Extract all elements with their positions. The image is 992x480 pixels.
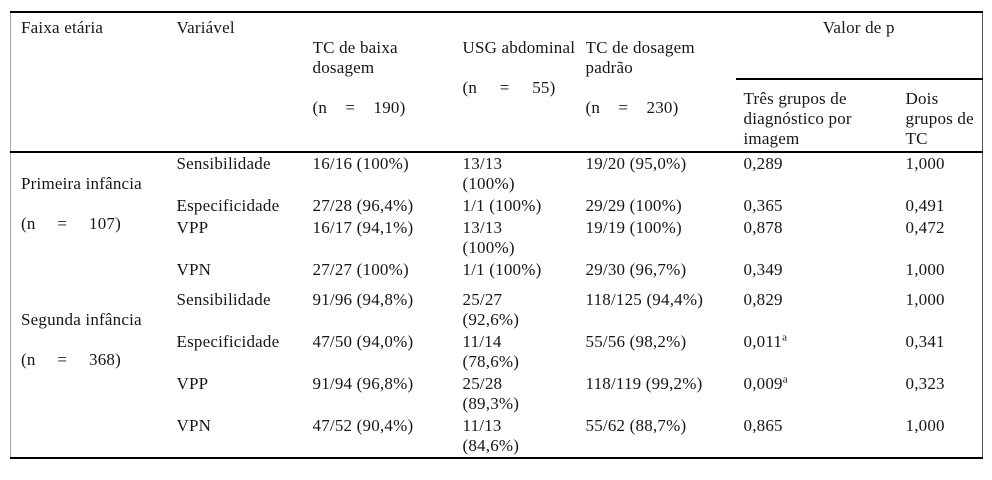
- cell-p-tres-grupos: 0,829: [736, 281, 898, 331]
- col-header-usg-title: USG abdominal: [462, 38, 576, 57]
- cell-p-tres-grupos: 0,289: [736, 152, 898, 195]
- col-header-usg-abdominal: USG abdominal (n = 55): [462, 12, 586, 153]
- cell-p-dois-grupos: 1,000: [905, 416, 945, 435]
- table-header: Faixa etária Variável TC de baixa dosage…: [10, 12, 983, 153]
- table-row: VPN 47/52 (90,4%) 11/13 (84,6%) 55/62 (8…: [11, 415, 983, 458]
- cell-variavel: VPP: [176, 374, 209, 393]
- cell-tc-padrao: 55/56 (98,2%): [585, 332, 687, 351]
- cell-tc-padrao: 118/119 (99,2%): [585, 374, 703, 393]
- cell-p-tres-grupos: 0,009a: [736, 373, 898, 415]
- cell-p-tres-grupos: 0,349: [736, 259, 898, 281]
- col-header-tc-padrao-n: (n = 230): [585, 98, 679, 117]
- diagnostic-accuracy-table: Faixa etária Variável TC de baixa dosage…: [10, 11, 983, 459]
- row-group-label-segunda-infancia: Segunda infância (n = 368): [11, 281, 177, 458]
- col-header-variavel: Variável: [176, 12, 313, 153]
- cell-variavel: Especificidade: [176, 332, 280, 351]
- cell-usg: 25/27 (92,6%): [462, 290, 520, 329]
- cell-variavel: VPN: [176, 260, 212, 279]
- col-header-tc-padrao-title: TC de dosagem padrão: [585, 38, 695, 77]
- group-label-n: (n = 368): [21, 350, 121, 369]
- col-header-usg-n: (n = 55): [462, 78, 556, 97]
- cell-p-tres-grupos: 0,011a: [736, 331, 898, 373]
- group-label-title: Segunda infância: [21, 310, 142, 329]
- cell-usg: 11/13 (84,6%): [462, 416, 520, 455]
- p-value: 0,829: [743, 290, 783, 309]
- table-row: VPP 91/94 (96,8%) 25/28 (89,3%) 118/119 …: [11, 373, 983, 415]
- group-label-title: Primeira infância: [21, 174, 142, 193]
- group-label-n: (n = 107): [21, 214, 121, 233]
- col-header-tc-baixa-title: TC de baixa dosagem: [312, 38, 398, 77]
- cell-p-dois-grupos: 0,472: [905, 218, 945, 237]
- header-row-1: Faixa etária Variável TC de baixa dosage…: [10, 12, 983, 153]
- cell-tc-baixa: 91/96 (94,8%): [312, 290, 414, 309]
- header-row-2: Três grupos de diagnóstico por imagem Do…: [11, 79, 983, 153]
- cell-usg: 25/28 (89,3%): [462, 374, 520, 413]
- table-row: Especificidade 47/50 (94,0%) 11/14 (78,6…: [11, 331, 983, 373]
- cell-usg: 13/13 (100%): [462, 154, 515, 193]
- cell-usg: 1/1 (100%): [462, 260, 542, 279]
- cell-variavel: VPN: [176, 416, 212, 435]
- cell-p-dois-grupos: 0,323: [905, 374, 945, 393]
- col-header-tc-dosagem-padrao: TC de dosagem padrão (n = 230): [585, 12, 736, 153]
- cell-tc-baixa: 47/50 (94,0%): [312, 332, 414, 351]
- cell-tc-padrao: 29/29 (100%): [585, 196, 682, 215]
- cell-usg: 11/14 (78,6%): [462, 332, 520, 371]
- cell-variavel: Sensibilidade: [176, 290, 271, 309]
- cell-tc-baixa: 27/27 (100%): [312, 260, 409, 279]
- cell-usg: 1/1 (100%): [462, 196, 542, 215]
- footnote-marker: a: [782, 373, 788, 386]
- table-row: VPN 27/27 (100%) 1/1 (100%) 29/30 (96,7%…: [11, 259, 983, 281]
- cell-tc-padrao: 19/20 (95,0%): [585, 154, 687, 173]
- cell-tc-baixa: 16/16 (100%): [312, 154, 409, 173]
- table-row: Segunda infância (n = 368) Sensibilidade…: [11, 281, 983, 369]
- cell-p-dois-grupos: 0,341: [905, 332, 945, 351]
- p-value: 0,011: [743, 332, 783, 351]
- cell-tc-padrao: 55/62 (88,7%): [585, 416, 687, 435]
- table-body: Primeira infância (n = 107) Sensibilidad…: [11, 152, 983, 458]
- col-header-valor-de-p: Valor de p: [735, 12, 983, 80]
- col-header-faixa-etaria: Faixa etária: [10, 12, 177, 153]
- cell-variavel: VPP: [176, 218, 209, 237]
- col-header-tc-baixa-dosagem: TC de baixa dosagem (n = 190): [312, 12, 463, 153]
- p-value: 0,289: [743, 154, 783, 173]
- row-group-label-primeira-infancia: Primeira infância (n = 107): [11, 152, 177, 281]
- p-value: 0,349: [743, 260, 783, 279]
- cell-p-dois-grupos: 1,000: [905, 260, 945, 279]
- cell-usg: 13/13 (100%): [462, 218, 515, 257]
- col-header-p-dois-grupos: Dois grupos de TC: [897, 79, 983, 153]
- cell-p-dois-grupos: 1,000: [905, 154, 945, 173]
- cell-variavel: Sensibilidade: [176, 154, 271, 173]
- cell-tc-baixa: 16/17 (94,1%): [312, 218, 414, 237]
- cell-tc-padrao: 29/30 (96,7%): [585, 260, 687, 279]
- cell-tc-baixa: 91/94 (96,8%): [312, 374, 414, 393]
- table-row: Primeira infância (n = 107) Sensibilidad…: [11, 152, 983, 233]
- cell-variavel: Especificidade: [176, 196, 280, 215]
- table-row: VPP 16/17 (94,1%) 13/13 (100%) 19/19 (10…: [11, 217, 983, 259]
- col-header-p-tres-grupos: Três grupos de diagnóstico por imagem: [735, 79, 898, 153]
- cell-p-dois-grupos: 1,000: [905, 290, 945, 309]
- cell-tc-padrao: 118/125 (94,4%): [585, 290, 704, 309]
- cell-tc-baixa: 47/52 (90,4%): [312, 416, 414, 435]
- cell-p-tres-grupos: 0,878: [736, 217, 898, 259]
- cell-p-tres-grupos: 0,865: [736, 415, 898, 458]
- cell-tc-baixa: 27/28 (96,4%): [312, 196, 414, 215]
- p-value: 0,878: [743, 218, 783, 237]
- cell-tc-padrao: 19/19 (100%): [585, 218, 682, 237]
- cell-p-dois-grupos: 0,491: [905, 196, 945, 215]
- cell-p-tres-grupos: 0,365: [736, 195, 898, 217]
- p-value: 0,365: [743, 196, 783, 215]
- p-value: 0,009: [743, 374, 783, 393]
- table-row: Especificidade 27/28 (96,4%) 1/1 (100%) …: [11, 195, 983, 217]
- col-header-tc-baixa-n: (n = 190): [312, 98, 406, 117]
- footnote-marker: a: [782, 331, 788, 344]
- p-value: 0,865: [743, 416, 783, 435]
